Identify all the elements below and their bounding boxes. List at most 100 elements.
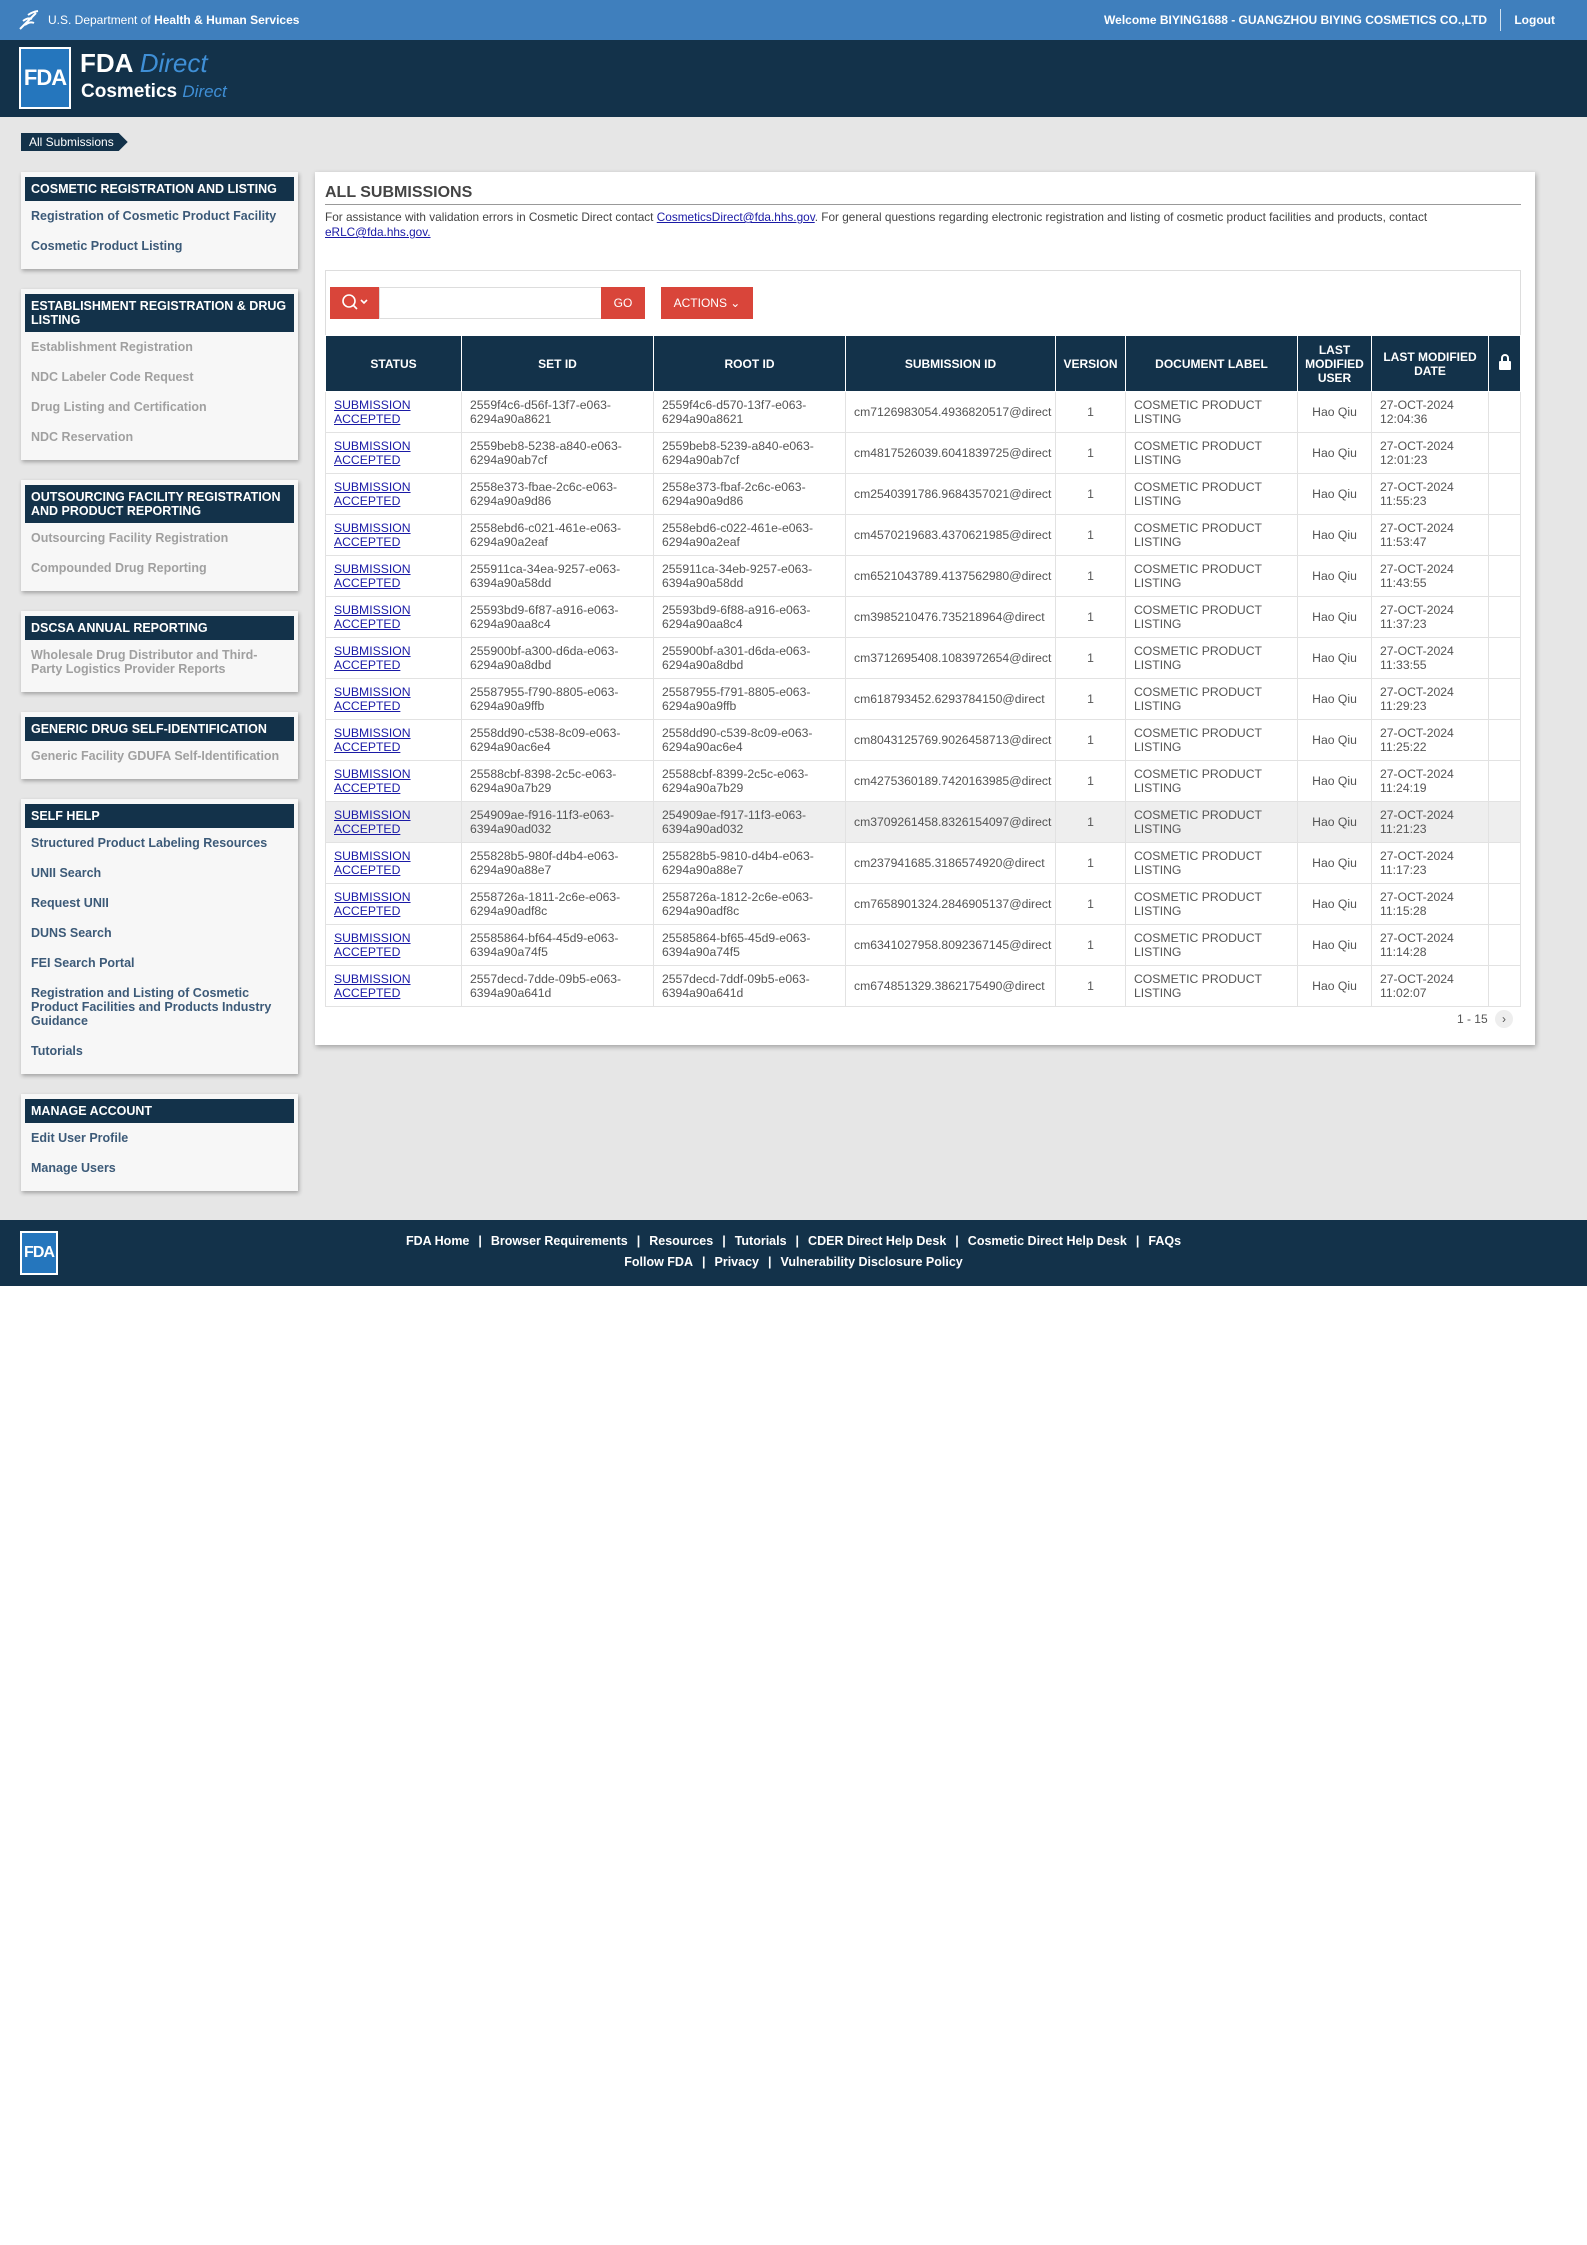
table-cell: 27-OCT-2024 11:02:07 xyxy=(1371,965,1489,1007)
sidebar-link[interactable]: DUNS Search xyxy=(31,926,112,940)
notice-text: . For general questions regarding electr… xyxy=(814,210,1428,224)
table-row: SUBMISSION ACCEPTED 25587955-f790-8805-e0… xyxy=(325,678,1521,720)
main-panel: ALL SUBMISSIONS For assistance with vali… xyxy=(315,172,1535,1045)
table-cell: COSMETIC PRODUCT LISTING xyxy=(1125,801,1298,843)
sidebar-link[interactable]: Request UNII xyxy=(31,896,109,910)
sidebar-link[interactable]: Manage Users xyxy=(31,1161,116,1175)
footer-link[interactable]: FDA Home xyxy=(405,1234,470,1248)
page-range: 1 - 15 xyxy=(1456,1012,1488,1026)
table-cell: 2558e373-fbaf-2c6c-e063-6294a90a9d86 xyxy=(653,473,846,515)
sidebar-link[interactable]: Registration of Cosmetic Product Facilit… xyxy=(31,209,277,223)
table-cell: COSMETIC PRODUCT LISTING xyxy=(1125,883,1298,925)
column-header: SUBMISSION ID xyxy=(845,335,1056,392)
table-row: SUBMISSION ACCEPTED 2558e373-fbae-2c6c-e0… xyxy=(325,473,1521,515)
footer-link[interactable]: FAQs xyxy=(1148,1234,1182,1248)
table-row: SUBMISSION ACCEPTED 255900bf-a300-d6da-e0… xyxy=(325,637,1521,679)
table-row: SUBMISSION ACCEPTED 2558726a-1811-2c6e-e0… xyxy=(325,883,1521,925)
section-title: MANAGE ACCOUNT xyxy=(25,1099,294,1123)
footer-link[interactable]: Browser Requirements xyxy=(490,1234,628,1248)
header-row: STATUS SET ID ROOT ID SUBMISSION ID VERSION D… xyxy=(325,335,1521,392)
sidebar-link[interactable]: UNII Search xyxy=(31,866,102,880)
table-cell: 2558ebd6-c021-461e-e063-6294a90a2eaf xyxy=(461,514,654,556)
footer-link[interactable]: Follow FDA xyxy=(624,1255,693,1269)
table-cell: 25588cbf-8398-2c5c-e063-6294a90a7b29 xyxy=(461,760,654,802)
footer-link[interactable]: Resources xyxy=(649,1234,714,1248)
status-link[interactable]: SUBMISSION ACCEPTED xyxy=(334,808,411,836)
footer-link[interactable]: Privacy xyxy=(714,1255,759,1269)
status-link[interactable]: SUBMISSION ACCEPTED xyxy=(334,767,411,795)
table-cell: COSMETIC PRODUCT LISTING xyxy=(1125,842,1298,884)
table-cell: 27-OCT-2024 11:17:23 xyxy=(1371,842,1489,884)
table-cell xyxy=(1488,760,1521,802)
footer-link[interactable]: Cosmetic Direct Help Desk xyxy=(967,1234,1127,1248)
top-bar: U.S. Department of Health & Human Servic… xyxy=(0,0,1587,40)
separator: | xyxy=(478,1234,482,1248)
table-cell: cm4275360189.7420163985@direct xyxy=(845,760,1056,802)
status-link[interactable]: SUBMISSION ACCEPTED xyxy=(334,972,411,1000)
sidebar-link[interactable]: Registration and Listing of Cosmetic Pro… xyxy=(31,986,272,1028)
footer-links: Follow FDA | Privacy | Vulnerability Disclos… xyxy=(0,1255,1587,1269)
table-cell: 27-OCT-2024 12:04:36 xyxy=(1371,391,1489,433)
sidebar-link[interactable]: Cosmetic Product Listing xyxy=(31,239,183,253)
brand-name: FDA xyxy=(80,48,133,78)
table-body: SUBMISSION ACCEPTED 2559f4c6-d56f-13f7-e0… xyxy=(325,391,1521,1007)
notice: For assistance with validation errors in… xyxy=(325,210,1521,240)
email-link[interactable]: CosmeticsDirect@fda.hhs.gov xyxy=(656,210,815,224)
table-cell: COSMETIC PRODUCT LISTING xyxy=(1125,514,1298,556)
welcome-text: Welcome BIYING1688 - GUANGZHOU BIYING CO… xyxy=(1104,13,1487,27)
sidebar-link[interactable]: Structured Product Labeling Resources xyxy=(31,836,268,850)
status-link[interactable]: SUBMISSION ACCEPTED xyxy=(334,480,411,508)
sidebar-link[interactable]: Edit User Profile xyxy=(31,1131,129,1145)
footer: FDA FDA Home | Browser Requirements | Resour… xyxy=(0,1220,1587,1286)
separator: | xyxy=(955,1234,959,1248)
table-cell: Hao Qiu xyxy=(1297,719,1372,761)
table-cell: 1 xyxy=(1055,842,1126,884)
actions-button[interactable]: ACTIONS ⌄ xyxy=(661,287,753,319)
status-link[interactable]: SUBMISSION ACCEPTED xyxy=(334,521,411,549)
status-link[interactable]: SUBMISSION ACCEPTED xyxy=(334,603,411,631)
status-link[interactable]: SUBMISSION ACCEPTED xyxy=(334,439,411,467)
table-cell: 27-OCT-2024 11:37:23 xyxy=(1371,596,1489,638)
email-link[interactable]: eRLC@fda.hhs.gov. xyxy=(325,225,431,239)
status-link[interactable]: SUBMISSION ACCEPTED xyxy=(334,644,411,672)
table-cell: 1 xyxy=(1055,924,1126,966)
status-link[interactable]: SUBMISSION ACCEPTED xyxy=(334,890,411,918)
breadcrumb[interactable]: All Submissions xyxy=(21,133,128,151)
table-cell: COSMETIC PRODUCT LISTING xyxy=(1125,924,1298,966)
status-link[interactable]: SUBMISSION ACCEPTED xyxy=(334,931,411,959)
footer-link[interactable]: Vulnerability Disclosure Policy xyxy=(780,1255,963,1269)
go-button[interactable]: GO xyxy=(601,287,645,319)
table-cell xyxy=(1488,842,1521,884)
status-link[interactable]: SUBMISSION ACCEPTED xyxy=(334,726,411,754)
sidebar-link: NDC Reservation xyxy=(31,430,134,444)
sidebar-link[interactable]: Tutorials xyxy=(31,1044,83,1058)
table-cell xyxy=(1488,514,1521,556)
footer-link[interactable]: Tutorials xyxy=(734,1234,787,1248)
search-icon xyxy=(342,294,368,310)
table-cell: 27-OCT-2024 11:43:55 xyxy=(1371,555,1489,597)
section-title: OUTSOURCING FACILITY REGISTRATION AND PR… xyxy=(25,485,294,523)
status-link[interactable]: SUBMISSION ACCEPTED xyxy=(334,398,411,426)
table-cell xyxy=(1488,637,1521,679)
table-cell: Hao Qiu xyxy=(1297,965,1372,1007)
agency: U.S. Department of Health & Human Servic… xyxy=(48,13,299,27)
status-link[interactable]: SUBMISSION ACCEPTED xyxy=(334,562,411,590)
next-page[interactable]: › xyxy=(1495,1010,1513,1028)
logout-link[interactable]: Logout xyxy=(1514,13,1555,27)
table-cell: 27-OCT-2024 11:33:55 xyxy=(1371,637,1489,679)
table-cell: 25593bd9-6f88-a916-e063-6294a90aa8c4 xyxy=(653,596,846,638)
table-cell: Hao Qiu xyxy=(1297,760,1372,802)
table-cell: SUBMISSION ACCEPTED xyxy=(325,719,462,761)
sidebar-link: Drug Listing and Certification xyxy=(31,400,207,414)
search-input[interactable] xyxy=(379,287,603,319)
table-cell: 25587955-f790-8805-e063-6294a90a9ffb xyxy=(461,678,654,720)
table-cell: 27-OCT-2024 11:53:47 xyxy=(1371,514,1489,556)
table-cell: 2559f4c6-d570-13f7-e063-6294a90a8621 xyxy=(653,391,846,433)
table-cell: 27-OCT-2024 11:21:23 xyxy=(1371,801,1489,843)
status-link[interactable]: SUBMISSION ACCEPTED xyxy=(334,685,411,713)
footer-link[interactable]: CDER Direct Help Desk xyxy=(808,1234,947,1248)
sidebar-link[interactable]: FEI Search Portal xyxy=(31,956,135,970)
status-link[interactable]: SUBMISSION ACCEPTED xyxy=(334,849,411,877)
search-options-button[interactable] xyxy=(330,287,379,319)
